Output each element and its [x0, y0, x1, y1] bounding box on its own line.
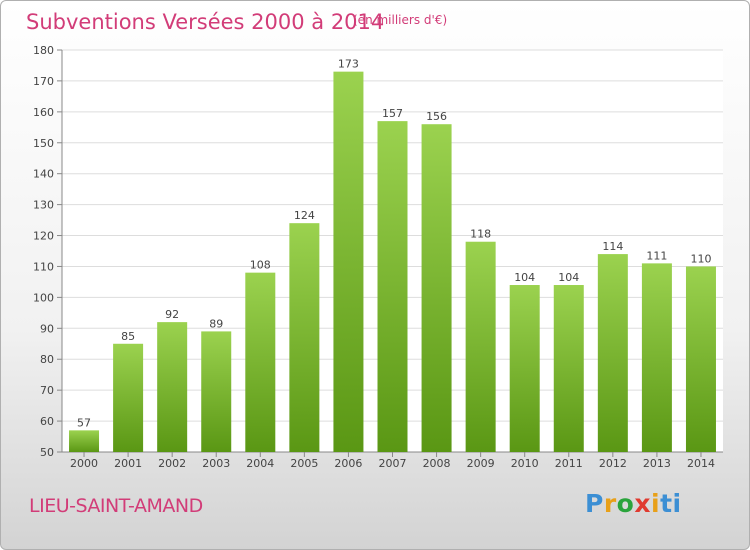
- y-tick-label: 50: [40, 446, 54, 459]
- y-tick-label: 180: [33, 44, 54, 57]
- y-tick-label: 90: [40, 322, 54, 335]
- data-label: 157: [382, 107, 403, 120]
- data-label: 92: [165, 308, 179, 321]
- x-tick-label: 2008: [423, 457, 451, 470]
- bar: [69, 430, 100, 452]
- bar: [157, 322, 188, 452]
- logo-letter: i: [672, 489, 682, 518]
- bar: [333, 71, 364, 453]
- bar: [465, 241, 496, 452]
- y-tick-label: 140: [33, 168, 54, 181]
- y-tick-label: 100: [33, 291, 54, 304]
- bar: [289, 223, 320, 452]
- bar: [201, 331, 232, 452]
- x-tick-label: 2013: [643, 457, 671, 470]
- bar: [245, 272, 276, 452]
- x-tick-label: 2001: [114, 457, 142, 470]
- chart-title: Subventions Versées 2000 à 2014: [26, 10, 385, 34]
- data-label: 108: [250, 259, 271, 272]
- data-labels: 57 85 92 89 108 124 173 157 156 118 104 104 114 111 11…: [77, 58, 711, 430]
- bar: [597, 254, 628, 452]
- y-tick-label: 80: [40, 353, 54, 366]
- x-tick-label: 2004: [246, 457, 274, 470]
- x-tick-label: 2007: [379, 457, 407, 470]
- x-tick-label: 2010: [511, 457, 539, 470]
- bar: [641, 263, 672, 452]
- x-tick-labels: 2000 2001 2002 2003 2004 2005 2006 2007 2008 2009…: [70, 457, 715, 470]
- proxiti-logo[interactable]: Proxiti: [585, 489, 682, 518]
- y-tick-label: 70: [40, 384, 54, 397]
- chart-unit: (en milliers d'€): [353, 13, 448, 27]
- data-label: 111: [646, 249, 667, 262]
- data-label: 104: [558, 271, 579, 284]
- bar: [553, 285, 584, 452]
- bars: [69, 71, 716, 453]
- x-tick-label: 2003: [202, 457, 230, 470]
- data-label: 104: [514, 271, 535, 284]
- bar: [509, 285, 540, 452]
- logo-letter: t: [660, 489, 673, 518]
- commune-name: LIEU-SAINT-AMAND: [29, 495, 203, 517]
- bar: [685, 266, 716, 452]
- x-tick-label: 2005: [290, 457, 318, 470]
- y-tick-label: 150: [33, 137, 54, 150]
- data-label: 118: [470, 228, 491, 241]
- y-tick-label: 120: [33, 230, 54, 243]
- data-label: 156: [426, 110, 447, 123]
- y-tick-label: 110: [33, 260, 54, 273]
- x-tick-label: 2000: [70, 457, 98, 470]
- data-label: 173: [338, 58, 359, 71]
- x-tick-label: 2009: [467, 457, 495, 470]
- logo-letter: x: [634, 489, 651, 518]
- x-tick-label: 2014: [687, 457, 715, 470]
- bar: [421, 124, 452, 452]
- data-label: 114: [602, 240, 623, 253]
- data-label: 110: [690, 252, 711, 265]
- y-tick-label: 160: [33, 106, 54, 119]
- data-label: 124: [294, 209, 315, 222]
- x-tick-label: 2011: [555, 457, 583, 470]
- logo-letter: P: [585, 489, 604, 518]
- x-tick-label: 2002: [158, 457, 186, 470]
- y-tick-labels: 50 60 70 80 90 100 110 120 130 140 150 160 170 180: [33, 44, 54, 459]
- logo-letter: o: [616, 489, 635, 518]
- data-label: 89: [209, 317, 223, 330]
- data-label: 85: [121, 330, 135, 343]
- y-tick-label: 170: [33, 75, 54, 88]
- x-tick-label: 2006: [334, 457, 362, 470]
- bar: [377, 121, 408, 452]
- logo-letter: i: [651, 489, 661, 518]
- bar: [113, 343, 144, 452]
- logo-letter: r: [603, 489, 617, 518]
- y-tick-label: 130: [33, 199, 54, 212]
- y-tick-label: 60: [40, 415, 54, 428]
- x-tick-label: 2012: [599, 457, 627, 470]
- data-label: 57: [77, 416, 91, 429]
